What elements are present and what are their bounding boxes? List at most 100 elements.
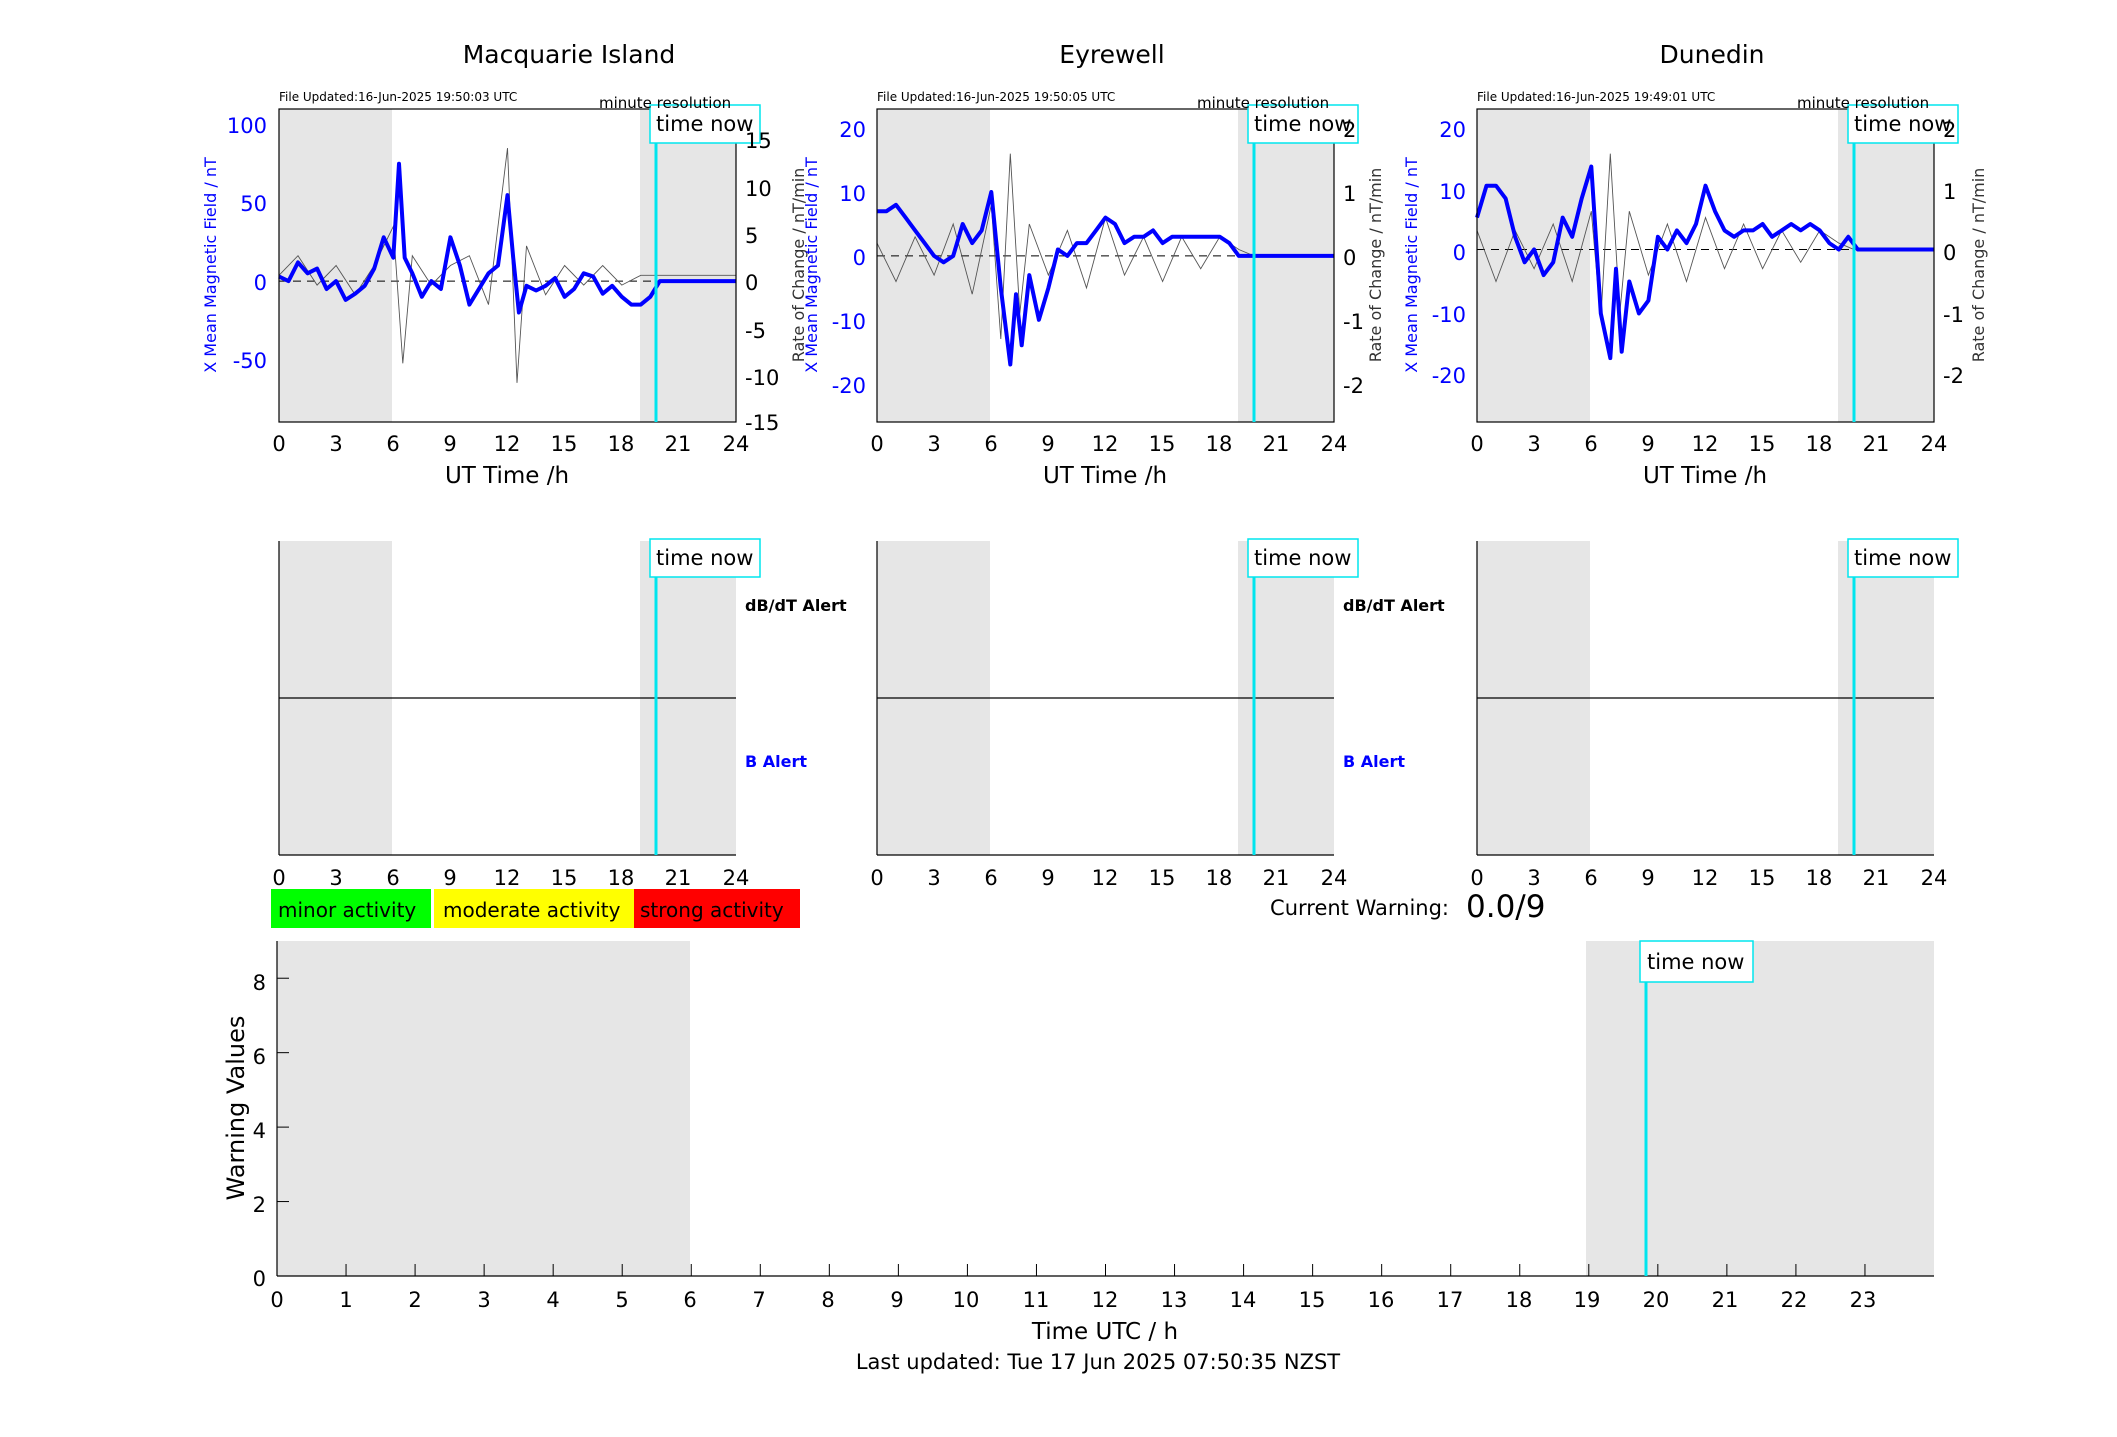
x-tick-label: 3: [1527, 866, 1540, 890]
x-tick-label: 6: [386, 432, 399, 456]
warning-x-label: Time UTC / h: [1031, 1319, 1178, 1345]
y-tick-label: 2: [253, 1193, 266, 1217]
warning-shade-night: [277, 941, 690, 1276]
magnetic-field-series: [1475, 164, 1934, 361]
y-left-tick-label: -50: [233, 349, 267, 373]
shade-day-3: [1838, 109, 1934, 422]
x-tick-label: 9: [1641, 866, 1654, 890]
time-now-label-alert-1: time now: [656, 546, 753, 570]
time-now-box-2: [1247, 104, 1359, 144]
last-updated: Last updated: Tue 17 Jun 2025 07:50:35 N…: [856, 1350, 1340, 1374]
warning-y-tick-labels: 8 6 4 2 0: [253, 971, 266, 1291]
x-tick-label: 15: [551, 432, 578, 456]
x-tick-label: 3: [329, 866, 342, 890]
shade-night-3: [1477, 109, 1590, 422]
y-left-tick-label: -20: [832, 374, 866, 398]
resolution-label-1: minute resolution: [599, 94, 731, 112]
x-tick-label: 21: [1263, 866, 1290, 890]
x-tick-label: 24: [1321, 432, 1348, 456]
time-now-box-alert-2: [1247, 538, 1359, 578]
station-title-3: Dunedin: [1660, 40, 1765, 69]
time-now-box-alert-3: [1847, 538, 1959, 578]
time-now-label-warning: time now: [1647, 950, 1744, 974]
y-right-tick-label: 1: [1943, 180, 1956, 204]
station-panel-macquarie: time now Macquarie Island File Updated:1…: [201, 40, 808, 489]
resolution-label-3: minute resolution: [1797, 94, 1929, 112]
warning-tick-marks: [276, 977, 1866, 1277]
y-right-label-3: Rate of Change / nT/min: [1969, 168, 1988, 363]
warning-shade-day: [1586, 941, 1934, 1276]
dbdt-alert-label-1: dB/dT Alert: [745, 596, 847, 615]
x-tick-label: 21: [665, 866, 692, 890]
legend-strong-swatch: [634, 889, 800, 928]
x-tick-label: 15: [1149, 432, 1176, 456]
y-left-tick-label: 20: [1439, 118, 1466, 142]
current-warning: Current Warning: 0.0/9: [1270, 889, 1545, 925]
x-tick-label: 19: [1574, 1288, 1601, 1312]
y-right-tick-label: 2: [1943, 118, 1956, 142]
x-tick-label: 18: [1206, 866, 1233, 890]
x-tick-label: 0: [272, 866, 285, 890]
x-tick-label: 0: [1470, 866, 1483, 890]
station-panel-eyrewell: time now Eyrewell File Updated:16-Jun-20…: [802, 40, 1385, 489]
x-tick-label: 15: [1749, 432, 1776, 456]
alert-x-tick-labels-3: 0 3 6 9 12 15 18 21 24: [1470, 866, 1947, 890]
x-tick-label: 9: [1641, 432, 1654, 456]
time-now-box-alert-1: [649, 538, 761, 578]
y-right-tick-label: -1: [1943, 303, 1964, 327]
x-tick-label: 15: [1149, 866, 1176, 890]
x-tick-label: 11: [1023, 1288, 1050, 1312]
y-right-tick-label: 0: [745, 271, 758, 295]
x-tick-label: 0: [270, 1288, 283, 1312]
station-title-2: Eyrewell: [1059, 40, 1164, 69]
y-left-tick-label: 10: [1439, 180, 1466, 204]
y-left-tick-labels-3: 20 10 0 -10 -20: [1432, 118, 1466, 388]
current-warning-label: Current Warning:: [1270, 896, 1449, 920]
y-left-tick-label: 0: [254, 271, 267, 295]
x-tick-label: 18: [608, 866, 635, 890]
y-left-tick-label: 50: [240, 192, 267, 216]
y-right-tick-label: -2: [1343, 374, 1364, 398]
x-tick-label: 2: [408, 1288, 421, 1312]
y-left-tick-label: 0: [1453, 241, 1466, 265]
x-tick-label: 14: [1230, 1288, 1257, 1312]
y-right-tick-label: 10: [745, 177, 772, 201]
x-tick-label: 18: [1806, 432, 1833, 456]
x-tick-label: 24: [1921, 866, 1948, 890]
x-tick-label: 12: [1092, 1288, 1119, 1312]
x-tick-label: 0: [870, 866, 883, 890]
x-tick-label: 9: [443, 432, 456, 456]
warning-panel: time now Warning Values Time UTC / h 8 6…: [222, 940, 1934, 1345]
alert-panel-3: time now 0 3 6 9 12 15 18 21 24: [1470, 538, 1959, 890]
shade-day-1: [640, 109, 736, 422]
y-left-label-2: X Mean Magnetic Field / nT: [802, 157, 821, 373]
b-alert-label-1: B Alert: [745, 752, 807, 771]
plot-area-macquarie: [278, 148, 736, 383]
x-tick-label: 3: [1527, 432, 1540, 456]
x-tick-label: 13: [1161, 1288, 1188, 1312]
y-left-tick-label: -10: [832, 310, 866, 334]
station-title-1: Macquarie Island: [463, 40, 676, 69]
y-right-tick-label: 2: [1343, 118, 1356, 142]
x-tick-label: 24: [723, 866, 750, 890]
x-tick-label: 21: [1863, 432, 1890, 456]
x-tick-labels-1: 0 3 6 9 12 15 18 21 24: [272, 432, 749, 456]
x-tick-label: 21: [665, 432, 692, 456]
x-tick-label: 12: [1092, 432, 1119, 456]
y-right-tick-label: 1: [1343, 182, 1356, 206]
x-tick-label: 21: [1863, 866, 1890, 890]
x-tick-label: 8: [821, 1288, 834, 1312]
x-tick-label: 18: [1506, 1288, 1533, 1312]
x-tick-label: 9: [443, 866, 456, 890]
plot-frame-2: [876, 108, 1335, 423]
x-tick-label: 18: [608, 432, 635, 456]
shade-night-2: [877, 109, 990, 422]
legend-moderate-label: moderate activity: [443, 898, 621, 922]
x-tick-label: 24: [1321, 866, 1348, 890]
b-alert-label-2: B Alert: [1343, 752, 1405, 771]
time-now-label-1: time now: [656, 112, 753, 136]
warning-x-tick-labels: 0 1 2 3 4 5 6 7 8 9 10 11 12 13 14 15 16…: [270, 1288, 1876, 1312]
alert-panel-1: time now dB/dT Alert B Alert 0 3 6 9 12 …: [272, 538, 847, 890]
y-tick-label: 6: [253, 1045, 266, 1069]
